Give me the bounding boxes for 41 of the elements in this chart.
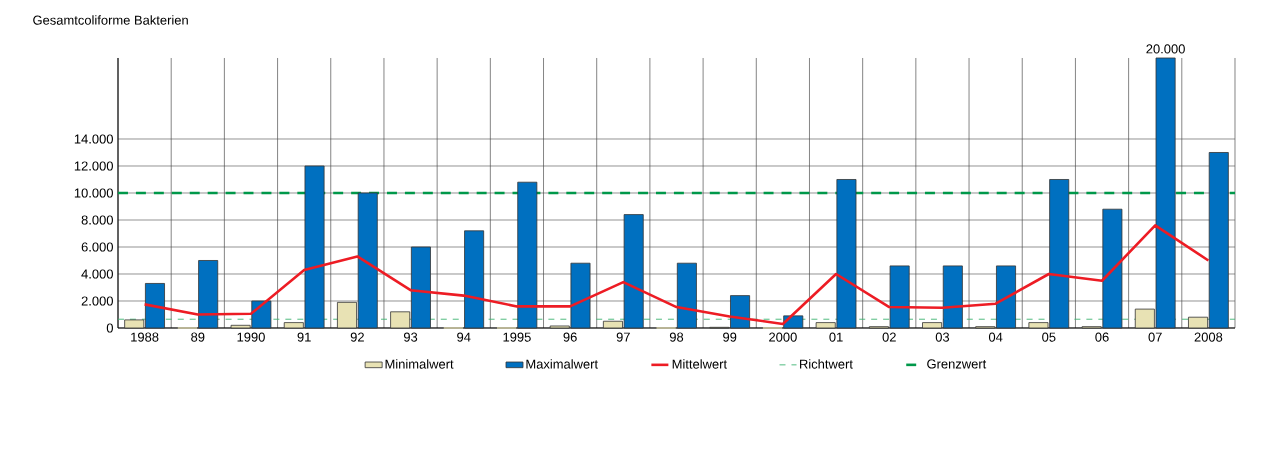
y-tick-label: 10.000 [74, 188, 113, 198]
x-tick-label: 96 [563, 332, 577, 342]
x-tick-label: 89 [191, 332, 205, 342]
x-tick-label: 99 [723, 332, 737, 342]
bar [517, 181, 538, 329]
y-tick-label: 12.000 [74, 161, 113, 171]
y-tick-label: 4.000 [81, 269, 113, 279]
y-tick-label: 6.000 [81, 242, 113, 252]
x-tick-label: 91 [297, 332, 311, 342]
x-tick-label: 97 [616, 332, 630, 342]
x-tick-label: 01 [829, 332, 843, 342]
x-tick-label: 04 [988, 332, 1003, 342]
legend-label: Maximalwert [526, 359, 598, 369]
x-tick-label: 1990 [237, 332, 265, 342]
y-tick-label: 0 [106, 323, 113, 333]
x-tick-label: 2000 [769, 332, 797, 342]
y-tick-label: 8.000 [81, 215, 113, 225]
legend-label: Richtwert [800, 359, 853, 369]
x-tick-label: 07 [1148, 332, 1162, 342]
x-tick-label: 1995 [503, 332, 531, 342]
bar [198, 260, 219, 329]
y-tick-label: 14.000 [74, 134, 113, 144]
x-tick-label: 1988 [131, 332, 159, 342]
legend-label: Mittelwert [672, 359, 727, 369]
chart-title: Gesamtcoliforme Bakterien [33, 15, 188, 25]
x-tick-label: 2008 [1194, 332, 1223, 342]
x-tick-label: 93 [403, 332, 418, 342]
bar [464, 230, 485, 329]
x-tick-label: 98 [669, 332, 684, 342]
x-tick-label: 94 [457, 332, 471, 342]
data-label: 20.000 [1146, 44, 1185, 54]
legend-label: Minimalwert [385, 359, 454, 369]
x-tick-label: 92 [350, 332, 364, 342]
x-tick-label: 05 [1042, 332, 1056, 342]
legend-label: Grenzwert [927, 359, 987, 369]
x-tick-label: 03 [935, 332, 950, 342]
x-tick-label: 06 [1095, 332, 1109, 342]
y-tick-label: 2.000 [81, 296, 113, 306]
x-tick-label: 02 [882, 332, 896, 342]
bar [676, 262, 697, 329]
line-series [143, 224, 1210, 326]
